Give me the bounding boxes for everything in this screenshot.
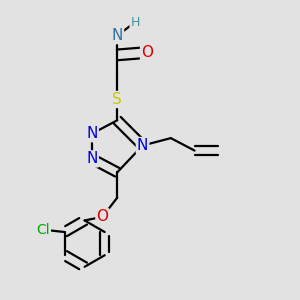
Text: O: O (141, 45, 153, 60)
Text: N: N (86, 126, 98, 141)
Text: Cl: Cl (36, 223, 50, 237)
Text: N: N (112, 28, 123, 43)
Text: O: O (96, 209, 108, 224)
Text: N: N (137, 138, 148, 153)
Text: N: N (86, 152, 98, 166)
Text: H: H (130, 16, 140, 29)
Text: S: S (112, 92, 122, 107)
